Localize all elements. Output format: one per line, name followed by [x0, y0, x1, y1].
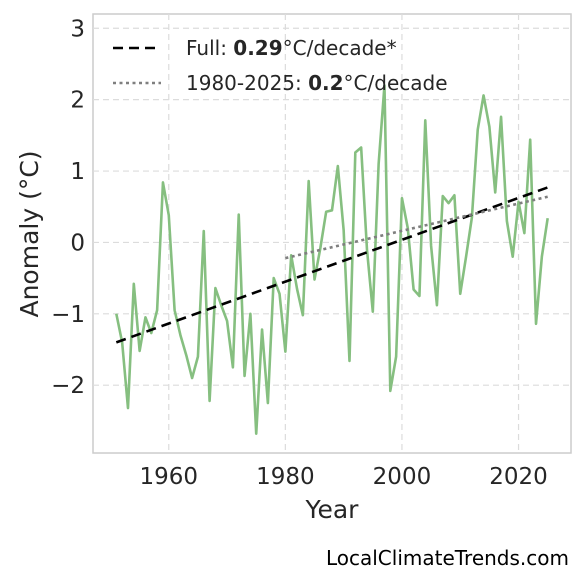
- y-tick-label: 1: [70, 159, 85, 185]
- x-tick-label: 1960: [140, 464, 199, 490]
- series-layer: [115, 84, 549, 436]
- grid: [93, 14, 571, 453]
- legend-label-value: 0.2: [308, 71, 343, 95]
- y-ticks: −2 −1 0 1 2 3: [51, 16, 85, 399]
- x-tick-label: 2000: [373, 464, 432, 490]
- x-axis-title: Year: [305, 495, 360, 524]
- x-tick-label: 2020: [489, 464, 548, 490]
- legend-label-prefix: 1980-2025:: [186, 71, 308, 95]
- legend-label-suffix: °C/decade: [344, 71, 448, 95]
- y-tick-label: −2: [51, 373, 85, 399]
- y-tick-label: 3: [70, 16, 85, 42]
- plot-area: [92, 13, 572, 454]
- trendline-full: [115, 186, 549, 344]
- legend-label: 1980-2025: 0.2°C/decade: [186, 71, 448, 95]
- x-ticks: 1960 1980 2000 2020: [140, 464, 548, 490]
- legend: Full: 0.29°C/decade*1980-2025: 0.2°C/dec…: [113, 36, 448, 95]
- anomaly-series-line: [115, 84, 549, 436]
- y-tick-label: 0: [70, 230, 85, 256]
- legend-label-suffix: °C/decade*: [283, 36, 397, 60]
- legend-label-prefix: Full:: [186, 36, 233, 60]
- legend-label: Full: 0.29°C/decade*: [186, 36, 397, 60]
- legend-label-value: 0.29: [233, 36, 282, 60]
- y-axis-title: Anomaly (°C): [15, 150, 44, 317]
- y-tick-label: 2: [70, 88, 85, 114]
- y-tick-label: −1: [51, 302, 85, 328]
- x-tick-label: 1980: [256, 464, 315, 490]
- credit-text: LocalClimateTrends.com: [325, 546, 569, 570]
